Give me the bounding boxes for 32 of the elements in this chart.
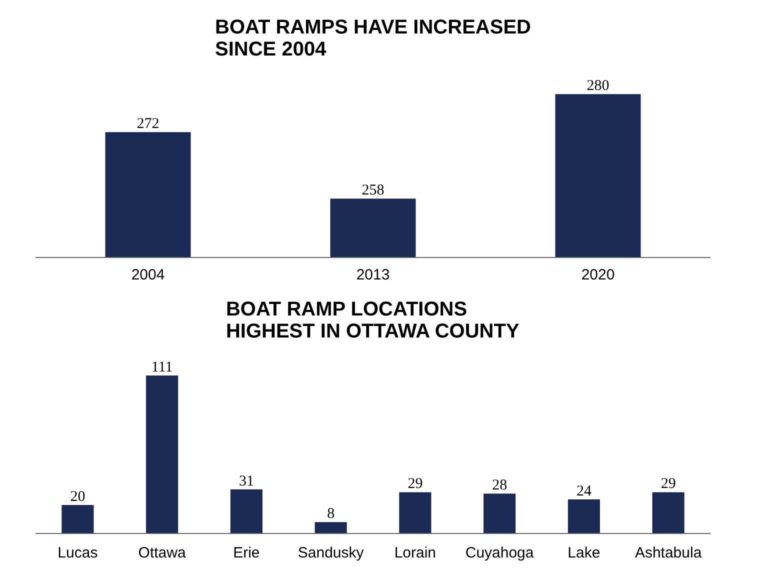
bar: [568, 499, 600, 534]
x-tick-label: Lucas: [58, 544, 98, 562]
data-label: 29: [408, 476, 423, 492]
bar: [314, 522, 347, 534]
x-tick-label: Ottawa: [138, 544, 186, 562]
bar: [399, 492, 432, 534]
bar: [230, 489, 262, 534]
x-tick-label: 2013: [356, 266, 390, 284]
chart-title: BOAT RAMPS HAVE INCREASED SINCE 2004: [215, 16, 531, 60]
data-label: 24: [576, 483, 592, 500]
data-label: 29: [660, 476, 676, 492]
x-tick-label: 2020: [581, 266, 615, 284]
data-label: 258: [362, 182, 384, 199]
data-label: 8: [327, 506, 335, 522]
chart-title: BOAT RAMP LOCATIONS HIGHEST IN OTTAWA COUNTY: [226, 298, 520, 342]
x-tick-label: Lorain: [394, 544, 436, 562]
x-tick-label: Sandusky: [298, 544, 364, 562]
data-label: 272: [136, 116, 160, 132]
data-label: 111: [151, 359, 173, 376]
data-label: 280: [586, 78, 610, 94]
data-label: 28: [492, 478, 508, 494]
bar: [62, 505, 94, 534]
x-tick-label: Cuyahoga: [465, 544, 534, 562]
x-tick-label: Lake: [568, 544, 600, 562]
bar: [484, 494, 516, 534]
x-tick-label: 2004: [131, 266, 165, 284]
bar: [146, 375, 178, 534]
x-tick-label: Erie: [233, 544, 260, 562]
data-label: 20: [70, 489, 86, 506]
bar: [652, 492, 684, 534]
data-label: 31: [238, 473, 254, 490]
x-tick-label: Ashtabula: [634, 544, 702, 562]
